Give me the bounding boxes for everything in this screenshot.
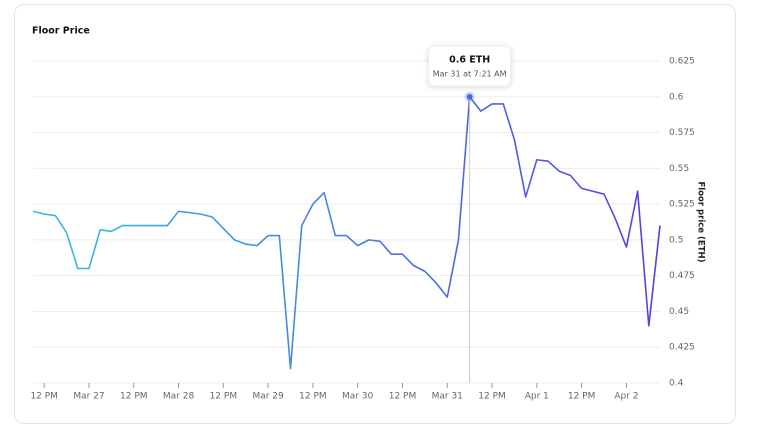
x-tick-label: 12 PM: [30, 392, 58, 402]
x-tick-label: 12 PM: [120, 392, 148, 402]
y-tick-label: 0.55: [669, 164, 689, 174]
x-tick-label: Apr 1: [525, 392, 549, 402]
x-tick-label: 12 PM: [299, 392, 327, 402]
y-tick-label: 0.6: [669, 92, 684, 102]
x-tick-label: 12 PM: [210, 392, 238, 402]
tooltip-title: 0.6 ETH: [449, 55, 490, 66]
x-tick-label: Mar 27: [73, 392, 104, 402]
x-tick-label: Apr 2: [614, 392, 638, 402]
hover-point: [466, 93, 473, 100]
x-tick-label: 12 PM: [478, 392, 506, 402]
y-axis-label: Floor price (ETH): [696, 182, 706, 263]
y-tick-label: 0.625: [669, 57, 695, 67]
y-tick-label: 0.575: [669, 128, 695, 138]
tooltip-subtitle: Mar 31 at 7:21 AM: [433, 70, 507, 79]
tooltip-box: [428, 45, 512, 87]
price-line: [32, 95, 661, 370]
x-tick-label: Mar 30: [342, 392, 374, 402]
x-tick-label: Mar 31: [432, 392, 463, 402]
chart-title: Floor Price: [32, 26, 90, 37]
x-tick-label: Mar 28: [163, 392, 195, 402]
x-tick-label: 12 PM: [389, 392, 417, 402]
y-tick-label: 0.525: [669, 200, 695, 210]
y-tick-label: 0.425: [669, 343, 695, 353]
x-tick-label: 12 PM: [568, 392, 596, 402]
y-tick-label: 0.45: [669, 307, 689, 317]
y-tick-label: 0.475: [669, 271, 695, 281]
y-tick-label: 0.4: [669, 379, 684, 389]
card: [14, 4, 736, 424]
y-tick-label: 0.5: [669, 235, 683, 245]
x-tick-label: Mar 29: [252, 392, 284, 402]
